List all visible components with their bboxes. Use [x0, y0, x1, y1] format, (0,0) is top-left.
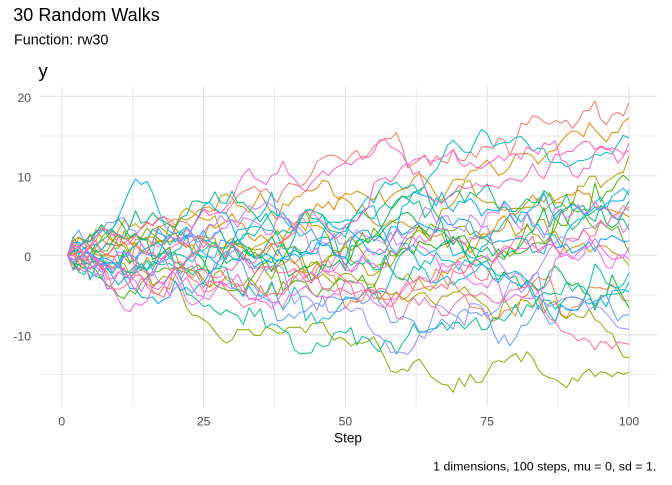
- svg-text:Function: rw30: Function: rw30: [14, 33, 108, 49]
- svg-text:0: 0: [58, 414, 65, 428]
- svg-text:-10: -10: [13, 330, 31, 344]
- svg-text:30 Random Walks: 30 Random Walks: [13, 5, 159, 25]
- svg-text:75: 75: [480, 414, 494, 428]
- svg-text:50: 50: [339, 414, 353, 428]
- svg-text:10: 10: [17, 171, 31, 185]
- svg-text:100: 100: [619, 414, 640, 428]
- svg-text:Step: Step: [334, 430, 362, 445]
- svg-text:0: 0: [24, 250, 31, 264]
- svg-text:1 dimensions, 100 steps, mu =: 1 dimensions, 100 steps, mu = 0, sd = 1.: [433, 460, 656, 474]
- svg-text:y: y: [39, 60, 49, 81]
- svg-text:20: 20: [17, 91, 31, 105]
- svg-text:25: 25: [197, 414, 211, 428]
